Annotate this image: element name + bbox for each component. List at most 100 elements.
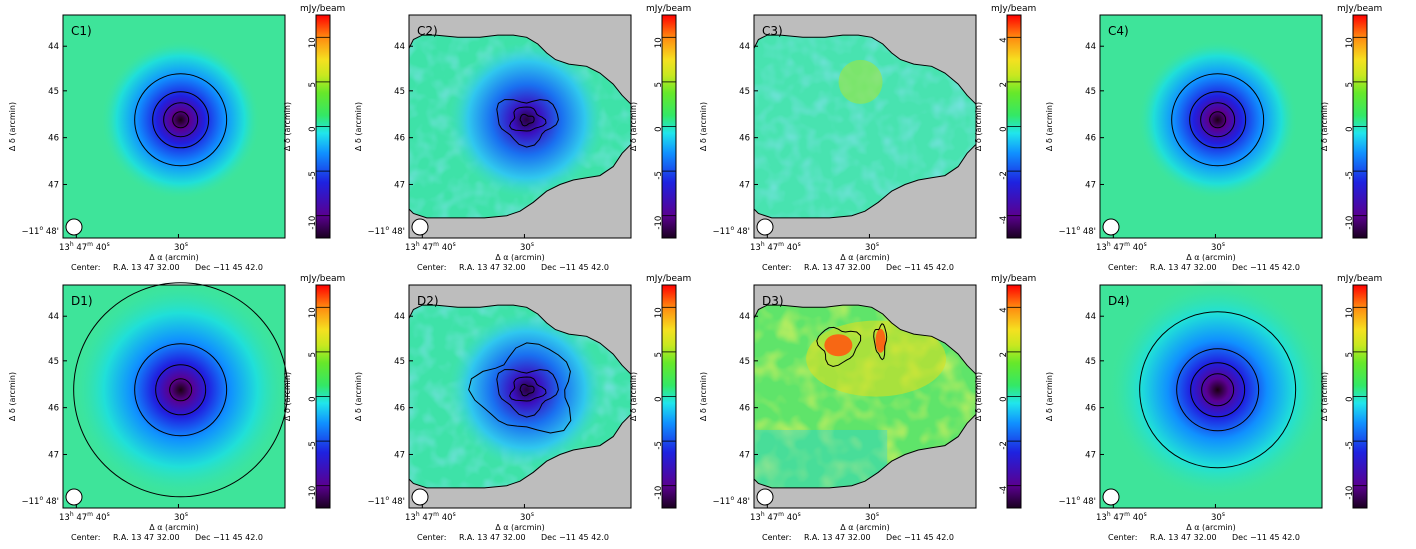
colorbar-axis-label: Δ δ (arcmin) [283, 372, 292, 421]
x-tick-label-mid: 30s [1211, 511, 1225, 523]
colorbar-tick-label: 0 [654, 127, 664, 132]
panel-label: D1) [71, 294, 93, 308]
map-frame [1099, 284, 1323, 509]
contour-ring [1190, 362, 1246, 418]
colorbar-tick-label: 4 [999, 37, 1009, 42]
x-axis-label: Δ α (arcmin) [840, 253, 890, 262]
y-axis-label: Δ δ (arcmin) [8, 372, 17, 421]
colorbar-tick-label: -10 [308, 216, 318, 230]
contour-ring [73, 282, 289, 498]
positive-peak [824, 334, 853, 357]
contour [468, 342, 572, 434]
y-tick-label-dec: −11o 48' [368, 495, 405, 507]
x-tick-label-ra: 13h 47m 40s [750, 511, 801, 523]
center-ra: R.A. 13 47 32.00 [113, 533, 180, 542]
center-dec: Dec −11 45 42.0 [1232, 263, 1300, 272]
y-tick-label: 47 [739, 180, 750, 190]
y-tick-label: 47 [394, 450, 405, 460]
colorbar-tick-label: 0 [1345, 397, 1355, 402]
contour [496, 369, 559, 418]
y-tick-label: 47 [394, 180, 405, 190]
colorbar-tick-label: -2 [999, 441, 1009, 449]
contour [509, 376, 547, 402]
colorbar-tick-label: 4 [999, 307, 1009, 312]
y-axis-label: Δ δ (arcmin) [699, 372, 708, 421]
decrement-profile [1137, 39, 1298, 200]
center-dec: Dec −11 45 42.0 [886, 533, 954, 542]
colorbar-tick-label: 5 [654, 352, 664, 357]
positive-residual [838, 59, 883, 104]
contour [873, 323, 888, 361]
colorbar-tick-label: -5 [654, 171, 664, 179]
contour-ring [163, 102, 199, 138]
decrement-blob [448, 311, 605, 468]
x-tick-label-ra: 13h 47m 40s [1096, 511, 1147, 523]
contour [519, 113, 535, 127]
map-frame [753, 284, 977, 509]
x-tick-label-mid: 30s [174, 511, 188, 523]
colorbar-tick-label: 10 [654, 307, 664, 318]
contour-ring [169, 378, 193, 402]
colorbar-unit: mJy/beam [991, 4, 1036, 14]
center-label: Center: [71, 533, 100, 542]
center-ra: R.A. 13 47 32.00 [804, 263, 871, 272]
panel-label: D2) [417, 294, 439, 308]
y-tick-label: 47 [1085, 180, 1096, 190]
y-tick-label: 46 [1085, 134, 1096, 144]
colorbar-tick-label: -5 [1345, 171, 1355, 179]
colorbar-unit: mJy/beam [646, 274, 691, 284]
y-axis-label: Δ δ (arcmin) [354, 372, 363, 421]
colorbar-axis-label: Δ δ (arcmin) [629, 372, 638, 421]
x-tick-label-mid: 30s [520, 511, 534, 523]
y-tick-label: 44 [48, 312, 59, 322]
contour-ring [1189, 91, 1247, 149]
center-ra: R.A. 13 47 32.00 [459, 533, 526, 542]
x-axis-label: Δ α (arcmin) [149, 253, 199, 262]
y-tick-label: 45 [48, 87, 59, 97]
colorbar-tick-label: -10 [1345, 216, 1355, 230]
y-axis-label: Δ δ (arcmin) [1045, 102, 1054, 151]
x-tick-label-mid: 30s [865, 241, 879, 253]
center-label: Center: [1108, 263, 1137, 272]
contour-ring [134, 343, 228, 437]
panel-label: D3) [762, 294, 784, 308]
colorbar-axis-label: Δ δ (arcmin) [974, 102, 983, 151]
y-tick-label: 46 [739, 134, 750, 144]
decrement-profile [70, 279, 291, 500]
contour [509, 106, 547, 132]
x-axis-label: Δ α (arcmin) [149, 523, 199, 532]
y-axis-label: Δ δ (arcmin) [699, 102, 708, 151]
contour-ring [1176, 348, 1260, 432]
colorbar-tick-label: -4 [999, 486, 1009, 494]
y-tick-label: 45 [739, 87, 750, 97]
colorbar-tick-label: 5 [1345, 352, 1355, 357]
center-dec: Dec −11 45 42.0 [195, 533, 263, 542]
beam-marker [411, 218, 429, 236]
contour [519, 383, 535, 397]
center-ra: R.A. 13 47 32.00 [113, 263, 180, 272]
x-tick-label-mid: 30s [520, 241, 534, 253]
x-axis-label: Δ α (arcmin) [1186, 253, 1236, 262]
colorbar-tick-label: -10 [654, 216, 664, 230]
x-tick-label-ra: 13h 47m 40s [1096, 241, 1147, 253]
colorbar-unit: mJy/beam [300, 274, 345, 284]
center-label: Center: [762, 263, 791, 272]
center-dec: Dec −11 45 42.0 [541, 263, 609, 272]
colorbar-tick-label: 0 [999, 127, 1009, 132]
y-tick-label: 45 [394, 87, 405, 97]
colorbar-tick-label: -5 [1345, 441, 1355, 449]
y-tick-label: 46 [739, 404, 750, 414]
center-dec: Dec −11 45 42.0 [886, 263, 954, 272]
y-tick-label: 45 [48, 357, 59, 367]
y-tick-label: 46 [394, 404, 405, 414]
colorbar-tick-label: -5 [308, 441, 318, 449]
beam-marker [756, 218, 774, 236]
colorbar-tick-label: 10 [308, 307, 318, 318]
